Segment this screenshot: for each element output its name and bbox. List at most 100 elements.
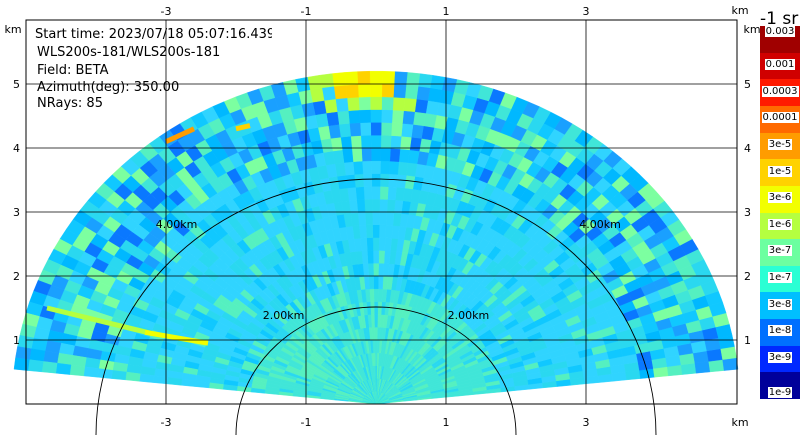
sector-streak	[144, 329, 209, 346]
sector-cell	[722, 357, 739, 371]
colorbar-label: 0.003	[764, 26, 796, 38]
sector-cell	[373, 301, 379, 315]
sector-cell	[390, 122, 403, 137]
sector-cell	[380, 122, 393, 136]
sector-cell	[355, 186, 365, 201]
sector-cell	[379, 186, 389, 200]
sector-cell	[393, 199, 404, 214]
y-tick-label-left: 1	[13, 334, 20, 347]
sector-cell	[376, 326, 381, 341]
sector-cell	[15, 346, 32, 360]
sector-cell	[416, 86, 431, 101]
y-tick-label-right: 4	[744, 142, 751, 155]
y-tick-label-right: 1	[744, 334, 751, 347]
sector-cell	[344, 71, 359, 86]
beta-field-sector	[13, 70, 739, 405]
y-tick-label-right: 5	[744, 78, 751, 91]
sector-streak	[164, 126, 196, 144]
sector-cell	[359, 122, 372, 136]
sector-cell	[363, 186, 373, 200]
sector-cell	[407, 149, 420, 164]
sector-cell	[372, 224, 380, 238]
colorbar-title: -1 sr	[760, 9, 799, 29]
sector-cell	[366, 237, 374, 251]
sector-cell	[385, 212, 395, 226]
sector-cell	[401, 123, 414, 138]
sector-cell	[390, 135, 402, 150]
sector-cell	[338, 123, 351, 138]
sector-cell	[323, 98, 338, 114]
sector-cell	[369, 96, 383, 110]
sector-cell	[381, 83, 395, 98]
sector-cell	[396, 174, 407, 189]
grid-lines	[26, 20, 737, 404]
sector-cell	[111, 370, 127, 381]
sector-cell	[356, 199, 366, 213]
instrument-text: WLS200s-181/WLS200s-181	[37, 45, 221, 60]
colorbar-label: 3e-5	[767, 138, 793, 150]
colorbar-label: 1e-8	[767, 325, 793, 337]
sector-cell	[380, 134, 392, 149]
range-ring-label: 2.00km	[263, 309, 305, 322]
sector-cell	[377, 288, 383, 302]
x-tick-label-bottom: -3	[161, 416, 172, 429]
y-unit-label-right: km	[743, 23, 760, 36]
sector-cell	[380, 160, 391, 175]
sector-cell	[27, 359, 44, 373]
range-ring	[95, 178, 657, 435]
sector-cell	[386, 199, 396, 213]
sector-cell	[372, 237, 380, 251]
sector-cell	[43, 350, 60, 364]
colorbar-label: 3e-9	[767, 352, 793, 364]
range-ring-label: 4.00km	[579, 218, 621, 231]
x-tick-label-bottom: 3	[583, 416, 590, 429]
range-ring-label: 2.00km	[448, 309, 490, 322]
sector-cell	[378, 224, 387, 239]
sector-cell	[370, 122, 382, 136]
sector-cell	[345, 84, 359, 99]
sector-cell	[370, 134, 382, 149]
sector-cell	[380, 147, 391, 162]
sector-cell	[335, 97, 349, 112]
sector-cell	[370, 109, 382, 123]
sector-cell	[371, 173, 381, 187]
sector-cell	[389, 148, 401, 162]
sector-cell	[383, 250, 391, 264]
sector-cell	[379, 211, 388, 226]
sector-cell	[379, 198, 388, 213]
sector-cell	[69, 364, 86, 377]
sector-cell	[378, 237, 386, 251]
sector-cell	[321, 86, 336, 101]
sector-cell	[392, 212, 402, 227]
sector-cell	[387, 186, 397, 201]
sector-cell	[360, 134, 372, 149]
sector-cell	[391, 109, 404, 124]
axis-ticks: -3 -3 -1 -1 1 1 3 3 1 1 2 2 3 3 4 4 5 5 km km km km	[4, 4, 760, 429]
colorbar: 0.003 0.001 0.0003 0.0001 3e-5 1e-5 3e-6 1e-6 3e…	[760, 26, 800, 400]
sector-cell	[385, 224, 394, 239]
colorbar-label: 3e-6	[767, 192, 793, 204]
colorbar-label: 0.0001	[761, 112, 799, 124]
sector-cell	[364, 211, 373, 226]
sector-cell	[362, 173, 373, 187]
sector-cell	[414, 98, 429, 114]
sector-cell	[343, 161, 355, 176]
sector-cell	[372, 211, 380, 226]
x-tick-label-bottom: -1	[301, 416, 312, 429]
sector-cell	[425, 100, 440, 116]
sector-cell	[384, 237, 392, 252]
sector-cell	[429, 74, 445, 90]
sector-cell	[374, 327, 378, 341]
sector-cell	[13, 357, 30, 371]
x-tick-label-bottom: 1	[443, 416, 450, 429]
sector-cell	[371, 198, 381, 213]
sector-cell	[395, 186, 405, 201]
sector-cell	[392, 96, 406, 111]
colorbar-label: 0.001	[764, 58, 796, 70]
sector-cell	[41, 361, 58, 374]
range-rings: 2.00km 2.00km 4.00km 4.00km	[95, 178, 657, 435]
sector-cell	[382, 263, 390, 277]
x-tick-label-top: 3	[583, 5, 590, 18]
sector-cell	[379, 173, 390, 187]
sector-cell	[361, 160, 372, 175]
